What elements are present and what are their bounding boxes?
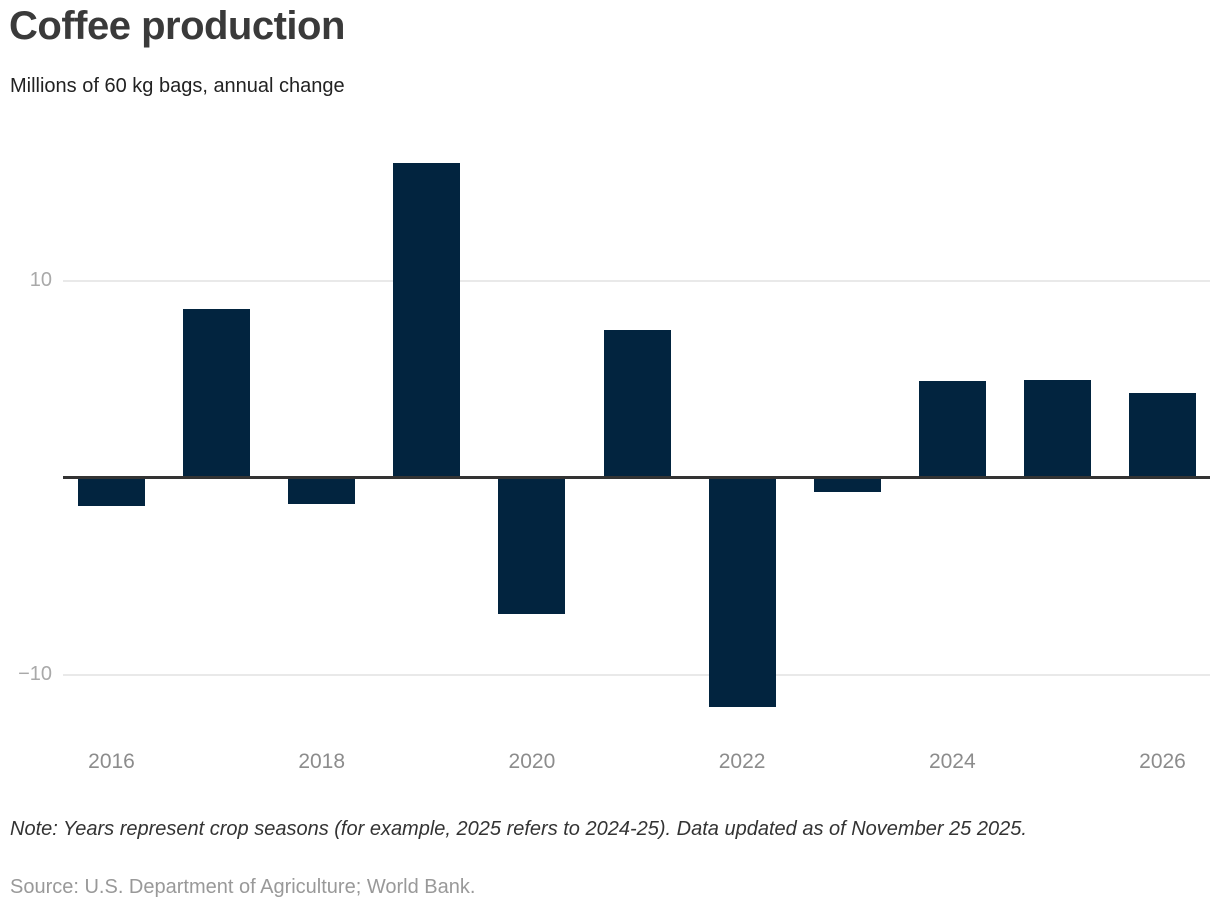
source-text: Source: U.S. Department of Agriculture; … xyxy=(10,876,476,898)
x-tick-label-2026: 2026 xyxy=(1139,750,1186,773)
bar-2020 xyxy=(498,478,566,614)
x-tick-label-2018: 2018 xyxy=(298,750,346,773)
bar-2017 xyxy=(183,308,251,478)
bar-2021 xyxy=(603,330,671,478)
bar-2024 xyxy=(918,381,986,478)
x-axis: 2016 2018 2020 2022 2024 2026 xyxy=(63,750,1210,780)
y-tick-label: 10 xyxy=(29,269,52,291)
plot-area xyxy=(63,140,1210,740)
bar-2023 xyxy=(813,478,881,492)
zero-baseline xyxy=(63,476,1210,479)
x-tick-label-2016: 2016 xyxy=(88,750,135,773)
bar-2022 xyxy=(708,478,776,707)
gridline-10 xyxy=(63,280,1210,282)
x-tick-label-2024: 2024 xyxy=(928,750,976,773)
bar-2026 xyxy=(1129,393,1196,478)
gridline-−10 xyxy=(63,674,1210,676)
x-tick-label-2022: 2022 xyxy=(718,750,766,773)
bar-2019 xyxy=(393,162,461,478)
chart-region: 10 −10 xyxy=(0,140,1220,740)
bar-2025 xyxy=(1023,379,1091,478)
bar-2016 xyxy=(78,478,145,506)
chart-title: Coffee production xyxy=(9,4,345,48)
note-text: Note: Years represent crop seasons (for … xyxy=(10,818,1027,840)
x-tick-label-2020: 2020 xyxy=(508,750,556,773)
bar-2018 xyxy=(288,478,356,504)
y-tick-label: −10 xyxy=(18,663,52,685)
chart-subtitle: Millions of 60 kg bags, annual change xyxy=(10,75,345,97)
